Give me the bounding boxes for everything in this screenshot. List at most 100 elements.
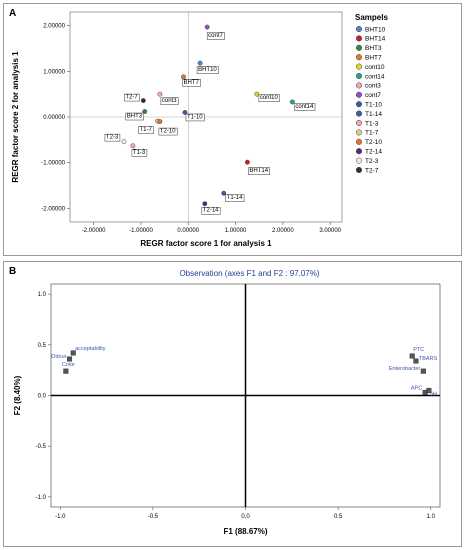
panel-a-legend-entry: cont7 [365, 92, 381, 99]
panel-b-point-label: Enterobacter [389, 366, 421, 372]
panel-a-point-BHT10 [197, 60, 203, 66]
panel-b-y-tick-label: -1.0 [36, 495, 47, 501]
panel-a-y-axis-label: REGR factor score 2 for analysis 1 [11, 51, 20, 183]
panel-a-point-label-box [124, 93, 140, 102]
panel-a-x-tick-label: -1.00000 [129, 228, 153, 234]
panel-b-point-pH [426, 387, 432, 393]
panel-a-legend-entry: cont10 [365, 64, 385, 71]
panel-a-point-label: cont10 [260, 95, 279, 101]
panel-b-y-tick-label: -0.5 [36, 444, 47, 450]
panel-a-point-label-box [158, 127, 178, 136]
panel-a-scatter-chart: A -2.00000 -1.00000 0.00000 1.00000 2.00000 3… [3, 3, 462, 256]
panel-a-point-label-box [131, 149, 148, 157]
panel-b-point-label: acceptability [75, 346, 106, 352]
panel-a-point-label: cont3 [162, 98, 177, 104]
panel-a-point-label: T1-3 [133, 150, 146, 156]
panel-a-legend: BHT10 BHT14 BHT3 BHT7 cont10 cont14 cont3 cont7… [355, 25, 386, 174]
panel-a-point-label-box [125, 112, 144, 121]
panel-a-legend-marker [355, 110, 363, 117]
panel-a-point-label-box [160, 97, 179, 105]
panel-a-point-cont10 [254, 91, 260, 97]
panel-b-point-label: PTC [413, 347, 424, 353]
panel-a-legend-entry: T2-14 [365, 149, 382, 156]
panel-a-y-tick-label: 2.00000 [43, 24, 65, 30]
panel-a-point-BHT3 [142, 109, 148, 114]
panel-b-point-PTC [409, 353, 415, 359]
panel-a-legend-marker [355, 157, 363, 164]
panel-b-x-axis-label: F1 (88.67%) [223, 527, 267, 536]
panel-a-legend-entry: T1-3 [365, 120, 379, 127]
panel-a-point-label-box [248, 167, 270, 175]
panel-a-point-label-box [185, 113, 205, 122]
panel-a-point-BHT7 [181, 74, 186, 80]
panel-a-point-label: BHT10 [198, 67, 217, 73]
panel-a-point-label: T2-10 [160, 129, 176, 135]
panel-a-point-cont14 [289, 99, 295, 105]
panel-b-point-label: pH [430, 391, 437, 397]
panel-a-point-label-box [104, 133, 121, 142]
panel-a-legend-marker [355, 166, 363, 174]
panel-b-scatter-chart: B Observation (axes F1 and F2 : 97.07%) … [3, 261, 462, 547]
panel-b-y-tick-label: 1.0 [38, 292, 47, 298]
panel-b-point-Color [63, 368, 69, 374]
panel-b-chart-title: Observation (axes F1 and F2 : 97.07%) [179, 269, 319, 278]
panel-b-point-label: TBARS [419, 356, 438, 362]
panel-a-point-label: T1-14 [227, 195, 243, 201]
panel-a-x-tick-label: 3.00000 [319, 228, 341, 234]
panel-a-legend-marker [355, 54, 363, 61]
panel-a-point-label-box [258, 94, 280, 102]
panel-a-legend-marker [355, 129, 363, 136]
panel-a-point-T2-3 [121, 139, 127, 145]
panel-a-legend-entry: BHT7 [365, 55, 382, 62]
panel-b-svg: B Observation (axes F1 and F2 : 97.07%) … [9, 266, 441, 536]
panel-b-x-tick-label: -0.5 [148, 514, 159, 520]
panel-b-x-tick-label: 0.5 [334, 514, 343, 520]
panel-a-point-cont3 [157, 91, 163, 97]
panel-a-point-label-box [196, 66, 219, 74]
panel-a-point-label: cont7 [208, 33, 223, 39]
panel-b-y-tick-label: 0.0 [38, 394, 47, 400]
panel-a-point-label: BHT14 [249, 168, 268, 174]
panel-a-point-label: T1-7 [140, 127, 153, 133]
panel-b-x-tick-label: -1.0 [55, 514, 66, 520]
panel-a-legend-title: Sampels [355, 13, 388, 22]
panel-a-legend-marker [355, 35, 363, 42]
panel-a-legend-marker [355, 148, 363, 155]
panel-b-point-label: APC [411, 385, 422, 391]
panel-a-point-T1-14 [221, 190, 227, 196]
panel-a-x-tick-label: 1.00000 [225, 228, 247, 234]
panel-a-y-tick-label: 1.00000 [43, 69, 65, 75]
panel-b-point-label: Color [62, 362, 75, 368]
panel-a-legend-entry: BHT10 [365, 26, 386, 33]
panel-a-legend-marker [355, 63, 363, 70]
panel-b-y-axis-label: F2 (8.40%) [13, 375, 22, 415]
panel-a-legend-entry: BHT14 [365, 36, 386, 43]
panel-a-point-cont7 [204, 24, 210, 30]
panel-b-point-TBARS [413, 358, 419, 364]
panel-a-point-label-box [201, 206, 221, 215]
panel-b-x-tick-label: 0.0 [241, 514, 250, 520]
panel-a-point-BHT14 [244, 159, 250, 165]
panel-a-legend-marker [355, 101, 363, 108]
panel-a-point-label: T1-10 [187, 114, 203, 120]
panel-b-letter: B [9, 266, 16, 277]
panel-b-point-label: Odour [51, 354, 66, 360]
panel-b-y-tick-label: 0.5 [38, 343, 47, 349]
panel-b-point-acceptability [70, 350, 76, 356]
panel-a-svg: A -2.00000 -1.00000 0.00000 1.00000 2.00000 3… [9, 8, 388, 248]
panel-a-point-label-box [225, 194, 245, 202]
panel-a-y-tick-label: 0.00000 [43, 115, 65, 121]
panel-a-point-T1-10 [182, 109, 188, 115]
panel-a-point-T2-7 [140, 98, 146, 104]
panel-a-legend-marker [355, 44, 363, 51]
panel-a-point-label: BHT3 [127, 114, 143, 120]
panel-a-legend-entry: BHT3 [365, 45, 382, 52]
panel-a-legend-marker [355, 82, 363, 89]
panel-a-legend-marker [355, 119, 363, 127]
panel-a-legend-entry: T2-10 [365, 139, 382, 146]
panel-a-legend-entry: T1-10 [365, 102, 382, 109]
panel-a-legend-entry: T2-7 [365, 167, 379, 174]
panel-a-legend-entry: T2-3 [365, 158, 379, 165]
panel-a-point-label: cont14 [295, 104, 314, 110]
panel-a-y-tick-label: -1.00000 [41, 161, 65, 167]
